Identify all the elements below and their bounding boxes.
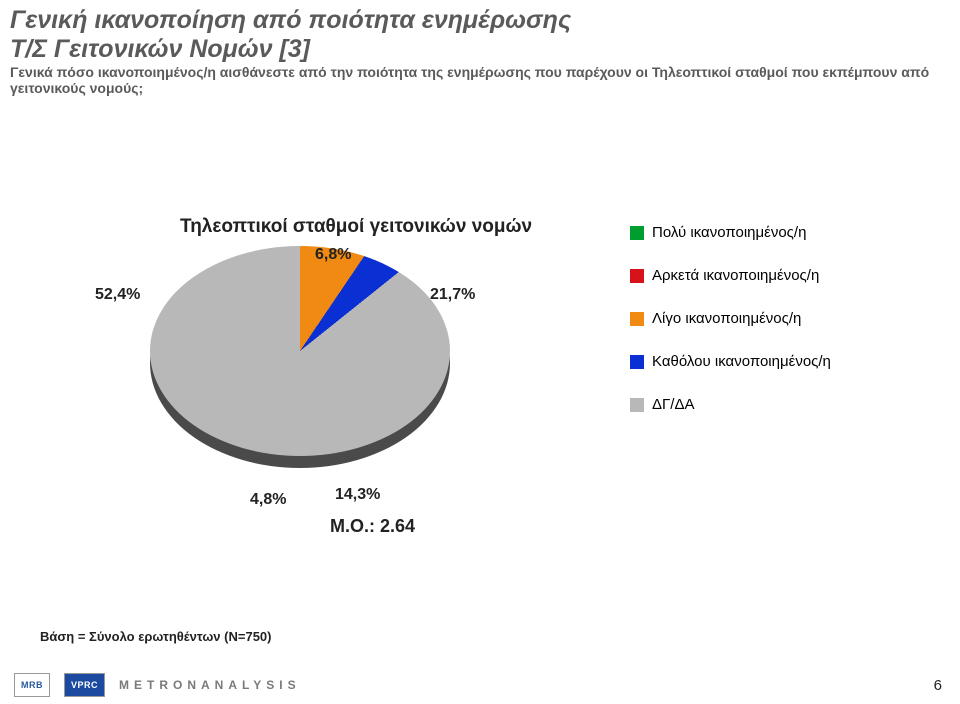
chart-title: Τηλεοπτικοί σταθμοί γειτονικών νομών — [180, 216, 532, 238]
legend-label: Καθόλου ικανοποιημένος/η — [652, 353, 831, 370]
logo-mrb-text: MRB — [21, 680, 43, 690]
logo-vprc: VPRC — [64, 673, 105, 697]
legend-label: Λίγο ικανοποιημένος/η — [652, 310, 801, 327]
pie-label: 6,8% — [315, 246, 351, 264]
footer: MRB VPRC METRONANALYSIS — [0, 666, 960, 704]
pie-label: 4,8% — [250, 491, 286, 509]
pie-label: 14,3% — [335, 486, 380, 504]
legend-row: Λίγο ικανοποιημένος/η — [630, 310, 831, 327]
logo-metron: METRONANALYSIS — [119, 678, 301, 692]
legend-label: Αρκετά ικανοποιημένος/η — [652, 267, 819, 284]
legend-label: Πολύ ικανοποιημένος/η — [652, 224, 806, 241]
mean-value: Μ.Ο.: 2.64 — [330, 516, 415, 537]
page-number: 6 — [934, 677, 942, 694]
title-line-1: Γενική ικανοποίηση από ποιότητα ενημέρωσ… — [10, 6, 950, 35]
logo-mrb: MRB — [14, 673, 50, 697]
legend-swatch — [630, 355, 644, 369]
legend-swatch — [630, 226, 644, 240]
legend-swatch — [630, 312, 644, 326]
title-line-2: Τ/Σ Γειτονικών Νομών [3] — [10, 35, 950, 64]
legend-row: Πολύ ικανοποιημένος/η — [630, 224, 831, 241]
pie-label: 21,7% — [430, 286, 475, 304]
pie-top — [150, 246, 450, 456]
legend-row: Καθόλου ικανοποιημένος/η — [630, 353, 831, 370]
legend-label: ΔΓ/ΔΑ — [652, 396, 694, 413]
subtitle: Γενικά πόσο ικανοποιημένος/η αισθάνεστε … — [10, 64, 950, 96]
title-block: Γενική ικανοποίηση από ποιότητα ενημέρωσ… — [0, 0, 960, 96]
base-note: Βάση = Σύνολο ερωτηθέντων (Ν=750) — [40, 629, 271, 644]
legend-row: Αρκετά ικανοποιημένος/η — [630, 267, 831, 284]
page-root: Γενική ικανοποίηση από ποιότητα ενημέρωσ… — [0, 0, 960, 704]
legend-swatch — [630, 269, 644, 283]
legend: Πολύ ικανοποιημένος/η Αρκετά ικανοποιημέν… — [630, 224, 831, 439]
pie-chart — [150, 246, 450, 486]
logo-vprc-text: VPRC — [71, 680, 98, 690]
legend-swatch — [630, 398, 644, 412]
pie-label: 52,4% — [95, 286, 140, 304]
legend-row: ΔΓ/ΔΑ — [630, 396, 831, 413]
chart-area: Τηλεοπτικοί σταθμοί γειτονικών νομών 6,8… — [0, 96, 960, 516]
